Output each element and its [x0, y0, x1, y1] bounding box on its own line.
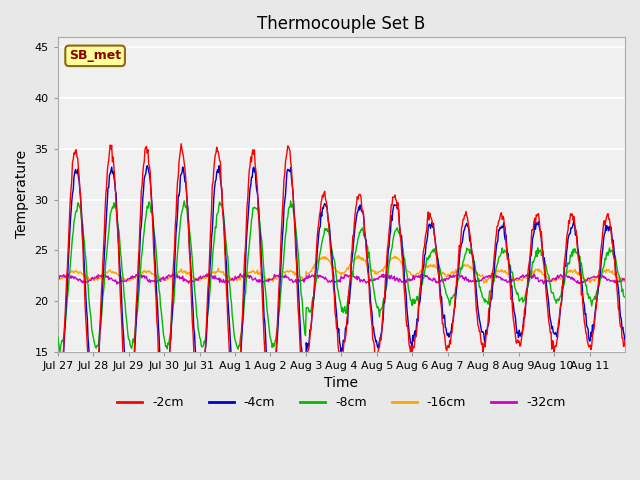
Text: SB_met: SB_met [69, 49, 121, 62]
Title: Thermocouple Set B: Thermocouple Set B [257, 15, 426, 33]
Y-axis label: Temperature: Temperature [15, 150, 29, 239]
X-axis label: Time: Time [324, 376, 358, 390]
Legend: -2cm, -4cm, -8cm, -16cm, -32cm: -2cm, -4cm, -8cm, -16cm, -32cm [112, 391, 570, 414]
